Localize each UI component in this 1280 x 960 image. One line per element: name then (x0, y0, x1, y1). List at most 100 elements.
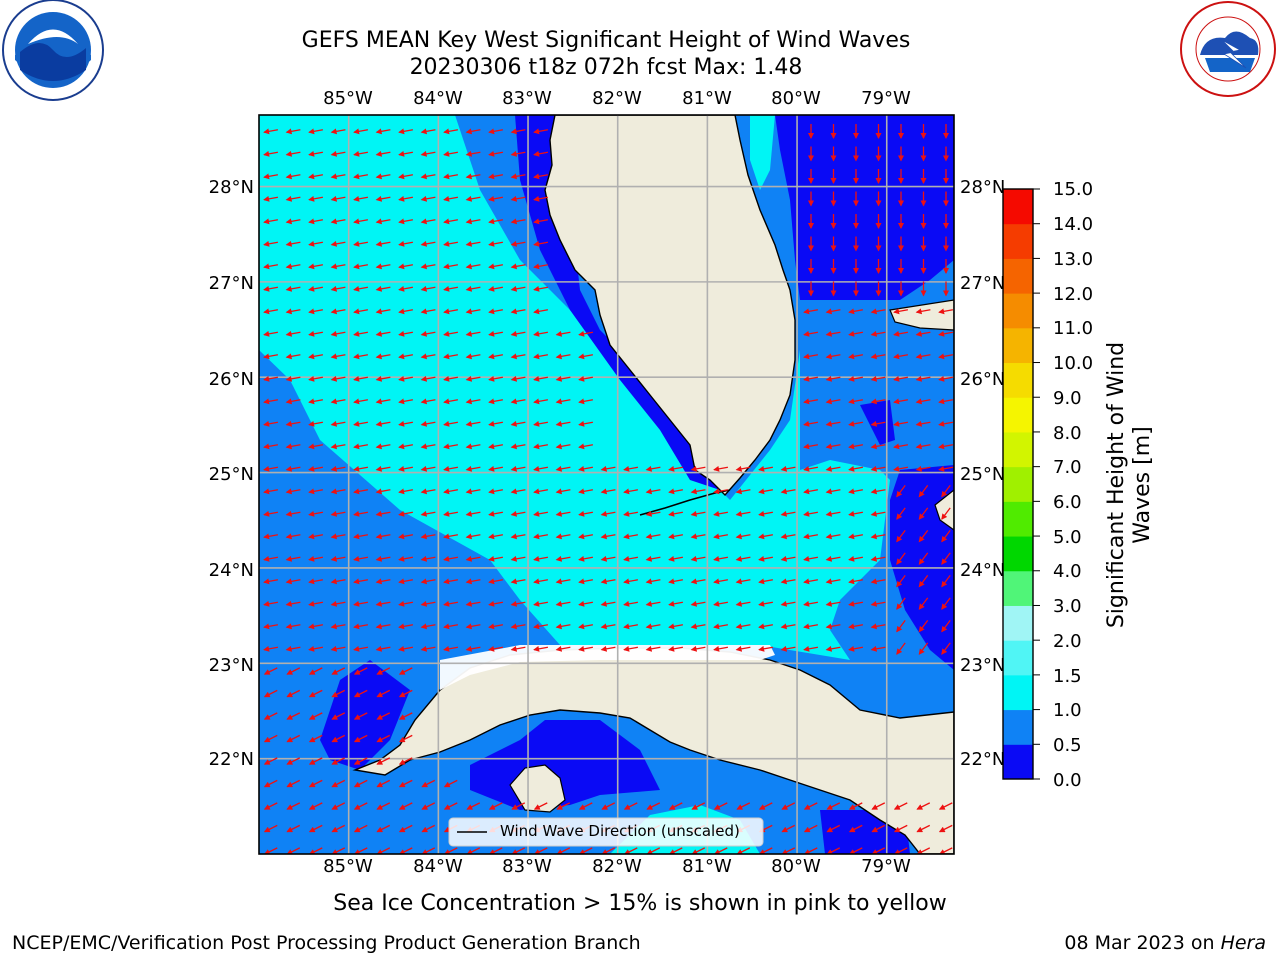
wave-direction-arrow (578, 510, 594, 517)
wave-direction-arrow (263, 353, 279, 360)
wave-direction-arrow (510, 488, 526, 495)
wave-direction-arrow (420, 465, 436, 472)
lat-tick-right-7: 22°N (960, 749, 1006, 770)
wave-direction-arrow (376, 802, 391, 810)
wave-direction-arrow (353, 398, 369, 405)
wave-direction-arrow (825, 645, 841, 652)
wave-direction-arrow (918, 485, 929, 498)
wave-direction-arrow (668, 578, 684, 585)
wave-direction-arrow (285, 488, 301, 495)
wave-direction-arrow (488, 488, 504, 495)
wave-direction-arrow (443, 443, 459, 450)
wave-direction-arrow (285, 578, 301, 585)
wave-direction-arrow (510, 533, 526, 540)
wave-direction-arrow (578, 488, 594, 495)
wave-direction-arrow (690, 623, 706, 630)
wave-direction-arrow (533, 488, 549, 495)
wave-direction-arrow (285, 510, 301, 517)
wave-direction-arrow (578, 398, 594, 405)
wave-direction-arrow (690, 510, 706, 517)
footer-date-text: 08 Mar 2023 on (1064, 932, 1221, 954)
wave-direction-arrow (353, 802, 368, 810)
wave-direction-arrow (398, 240, 414, 247)
wave-direction-arrow (826, 847, 841, 854)
wave-direction-arrow (308, 218, 324, 225)
wave-band-1.0-1.5-north-atlantic (750, 115, 775, 190)
wave-direction-arrow (420, 218, 436, 225)
wave-direction-arrow (896, 575, 906, 588)
wave-direction-arrow (533, 173, 549, 180)
wave-direction-arrow (825, 420, 841, 427)
wave-direction-arrow (488, 847, 503, 854)
lon-tick-top-4: 82°W (592, 88, 642, 109)
wave-direction-arrow (375, 263, 391, 270)
colorbar-tick: 11.0 (1053, 318, 1094, 339)
sea-ice-caption: Sea Ice Concentration > 15% is shown in … (333, 891, 947, 916)
wave-direction-arrow (533, 600, 549, 607)
wave-direction-arrow (825, 398, 841, 405)
wave-direction-arrow (285, 173, 301, 180)
wave-direction-arrow (713, 847, 728, 854)
lat-tick-right-3: 26°N (960, 369, 1006, 390)
wave-direction-arrow (285, 150, 301, 157)
wave-direction-arrow (421, 847, 436, 854)
wave-direction-arrow (420, 353, 436, 360)
wave-direction-arrow (533, 240, 549, 247)
chart-title: GEFS MEAN Key West Significant Height of… (301, 28, 911, 53)
wave-direction-arrow (803, 443, 819, 450)
lon-tick-top-5: 81°W (682, 88, 732, 109)
wave-direction-arrow (893, 847, 908, 854)
wave-direction-arrow (533, 218, 549, 225)
wave-direction-arrow (758, 623, 774, 630)
lon-tick-bottom-3: 83°W (502, 856, 552, 877)
wave-direction-arrow (870, 398, 886, 405)
wave-direction-arrow (918, 507, 929, 520)
wave-direction-arrow (533, 398, 549, 405)
wave-direction-arrow (330, 533, 346, 540)
wave-direction-arrow (848, 600, 864, 607)
wave-direction-arrow (353, 308, 369, 315)
wave-direction-arrow (533, 128, 549, 135)
wave-direction-arrow (938, 443, 954, 450)
wave-direction-arrow (668, 555, 684, 562)
wave-direction-arrow (826, 802, 841, 810)
lon-tick-bottom-2: 84°W (413, 856, 463, 877)
wave-direction-arrow (870, 308, 886, 315)
wave-direction-arrow (578, 645, 594, 652)
wave-direction-arrow (263, 465, 279, 472)
wave-direction-arrow (308, 779, 323, 788)
wave-direction-arrow (398, 330, 414, 337)
wave-direction-arrow (533, 308, 549, 315)
wave-direction-arrow (285, 330, 301, 337)
wave-direction-arrow (465, 420, 481, 427)
wave-direction-arrow (623, 847, 638, 854)
wave-direction-arrow (443, 308, 459, 315)
wave-direction-arrow (420, 263, 436, 270)
wave-direction-arrow (398, 802, 413, 810)
wave-direction-arrow (263, 375, 279, 382)
wave-direction-arrow (781, 802, 796, 810)
wave-direction-arrow (555, 353, 571, 360)
wave-direction-arrow (758, 802, 773, 810)
wave-direction-arrow (353, 689, 368, 698)
wave-direction-arrow (941, 597, 951, 610)
wave-direction-arrow (443, 150, 459, 157)
wave-direction-arrow (691, 802, 706, 810)
wave-direction-arrow (308, 398, 324, 405)
wave-direction-arrow (735, 623, 751, 630)
wave-direction-arrow (780, 533, 796, 540)
wave-direction-arrow (870, 645, 886, 652)
wave-direction-arrow (420, 173, 436, 180)
wave-direction-arrow (285, 285, 301, 292)
wave-direction-arrow (848, 443, 864, 450)
wave-direction-arrow (465, 533, 481, 540)
wave-direction-arrow (353, 824, 368, 833)
wave-direction-arrow (938, 375, 954, 382)
wave-direction-arrow (375, 555, 391, 562)
wave-direction-arrow (848, 465, 864, 472)
wave-direction-arrow (893, 420, 909, 427)
wave-direction-arrow (465, 285, 481, 292)
wave-direction-arrow (601, 847, 616, 854)
wave-direction-arrow (668, 847, 683, 854)
wave-direction-arrow (465, 195, 481, 202)
